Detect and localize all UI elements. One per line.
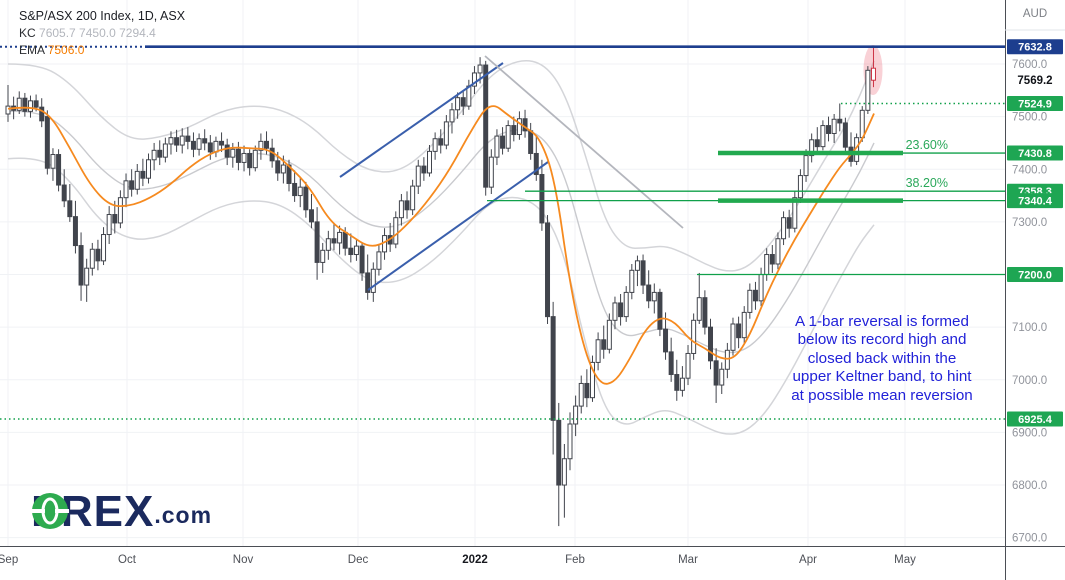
time-tick-label: 2022 xyxy=(462,554,488,566)
price-tick-label: 6900.0 xyxy=(1012,427,1047,439)
candles xyxy=(5,46,876,527)
price-badge-bg xyxy=(1007,411,1063,427)
price-badge-bg xyxy=(1007,96,1063,112)
last-price-label-bg xyxy=(1007,72,1063,89)
keltner-upper-band[interactable] xyxy=(7,59,875,272)
ema-legend-row[interactable]: EMA 7506.0 xyxy=(19,42,185,58)
kc-values: 7605.7 7450.0 7294.4 xyxy=(39,26,156,40)
price-badge-bg xyxy=(1007,145,1063,161)
time-tick-label: Feb xyxy=(565,554,585,566)
annotation-line: at possible mean reversion xyxy=(791,386,973,404)
kc-legend-row[interactable]: KC 7605.7 7450.0 7294.4 xyxy=(19,25,185,41)
price-tick-label: 6700.0 xyxy=(1012,533,1047,545)
time-tick-label: Oct xyxy=(118,554,137,566)
forex-logo: FREX.com xyxy=(31,487,213,536)
price-badge: 7524.9 xyxy=(1018,99,1052,111)
price-badge-bg xyxy=(1007,39,1063,55)
price-badge: 7430.8 xyxy=(1018,148,1052,160)
ema-label: EMA xyxy=(19,43,45,57)
price-badge: 7200.0 xyxy=(1018,270,1052,282)
time-axis[interactable]: Sep Oct Nov Dec 2022 Feb Mar Apr May xyxy=(0,554,916,566)
price-badge-bg xyxy=(1007,267,1063,283)
price-tick-label: 7400.0 xyxy=(1012,164,1047,176)
ema-line[interactable] xyxy=(7,105,875,385)
time-tick-label: Dec xyxy=(348,554,369,566)
ema-value: 7506.0 xyxy=(47,43,85,57)
price-tick-label: 7600.0 xyxy=(1012,59,1047,71)
annotation-line: upper Keltner band, to hint xyxy=(792,368,972,386)
annotation-line: below its record high and xyxy=(797,331,967,349)
last-price-label: 7569.2 xyxy=(1017,75,1052,87)
price-tick-label: 7500.0 xyxy=(1012,112,1047,124)
price-tick-label: 6800.0 xyxy=(1012,480,1047,492)
chart-pane[interactable]: 23.60% 38.20% xyxy=(0,0,1005,546)
logo-text-com: .com xyxy=(154,502,213,528)
keltner-lower-band[interactable] xyxy=(7,157,875,435)
kc-label: KC xyxy=(19,26,36,40)
time-tick-label: Nov xyxy=(233,554,254,566)
fib-label[interactable]: 38.20% xyxy=(906,176,948,190)
symbol-title[interactable]: S&P/ASX 200 Index, 1D, ASX xyxy=(19,9,186,23)
annotation-note[interactable]: A 1-bar reversal is formed below its rec… xyxy=(775,313,989,405)
blue-trendline[interactable] xyxy=(367,161,549,291)
gray-trendline[interactable] xyxy=(484,55,684,229)
price-badge: 7340.4 xyxy=(1018,196,1053,208)
price-tick-label: 7100.0 xyxy=(1012,322,1047,334)
annotation-line: A 1-bar reversal is formed xyxy=(795,313,969,330)
price-badge: 6925.4 xyxy=(1018,414,1053,426)
time-tick-label: Apr xyxy=(799,554,817,566)
price-tick-label: 7000.0 xyxy=(1012,375,1047,387)
fib-label[interactable]: 23.60% xyxy=(906,138,948,152)
price-axis-currency[interactable]: AUD xyxy=(1022,8,1048,20)
time-tick-label: Mar xyxy=(678,554,698,566)
time-tick-label: May xyxy=(894,554,916,566)
time-tick-label: Sep xyxy=(0,554,18,566)
indicator-legend: S&P/ASX 200 Index, 1D, ASX KC 7605.7 745… xyxy=(19,8,185,58)
logo-text-rex: REX xyxy=(60,487,155,536)
grid xyxy=(0,0,1005,546)
price-badge-bg xyxy=(1007,193,1063,209)
blue-trendline[interactable] xyxy=(339,62,504,178)
price-tick-label: 7300.0 xyxy=(1012,217,1047,229)
price-badge: 7632.8 xyxy=(1018,42,1052,54)
annotation-line: closed back within the xyxy=(807,349,957,367)
